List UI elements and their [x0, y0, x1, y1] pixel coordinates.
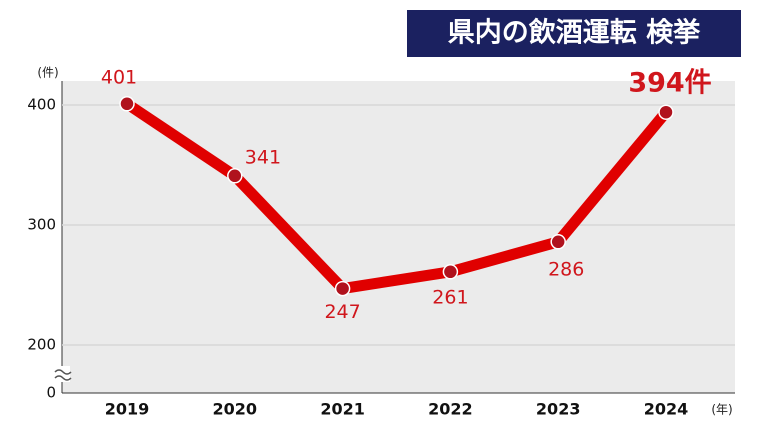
x-tick-label: 2022	[428, 400, 473, 419]
y-tick-label: 400	[27, 96, 56, 114]
x-tick-label: 2021	[320, 400, 365, 419]
line	[121, 98, 672, 295]
x-tick-label: 2019	[105, 400, 150, 419]
point	[442, 264, 459, 280]
y-unit: (件)	[37, 66, 58, 80]
data-label: 394件	[628, 68, 711, 99]
point	[550, 234, 566, 250]
data-label: 401	[101, 66, 137, 88]
axis-break	[54, 366, 72, 382]
title-box	[407, 10, 741, 57]
y-tick-label: 300	[27, 216, 56, 234]
y-tick-label: 0	[46, 384, 56, 402]
point	[334, 280, 351, 297]
point	[658, 104, 674, 120]
chart-title: 県内の飲酒運転 検挙	[448, 17, 701, 49]
x-tick-label: 2024	[644, 400, 689, 419]
y-tick-label: 200	[27, 336, 56, 354]
x-tick-label: 2020	[213, 400, 258, 419]
data-label: 286	[548, 258, 584, 280]
point	[227, 168, 243, 184]
data-label: 261	[432, 286, 468, 308]
x-tick-label: 2023	[536, 400, 581, 419]
x-unit: (年)	[711, 403, 732, 417]
point	[119, 96, 135, 112]
data-label: 247	[324, 301, 360, 323]
data-label: 341	[245, 146, 281, 168]
